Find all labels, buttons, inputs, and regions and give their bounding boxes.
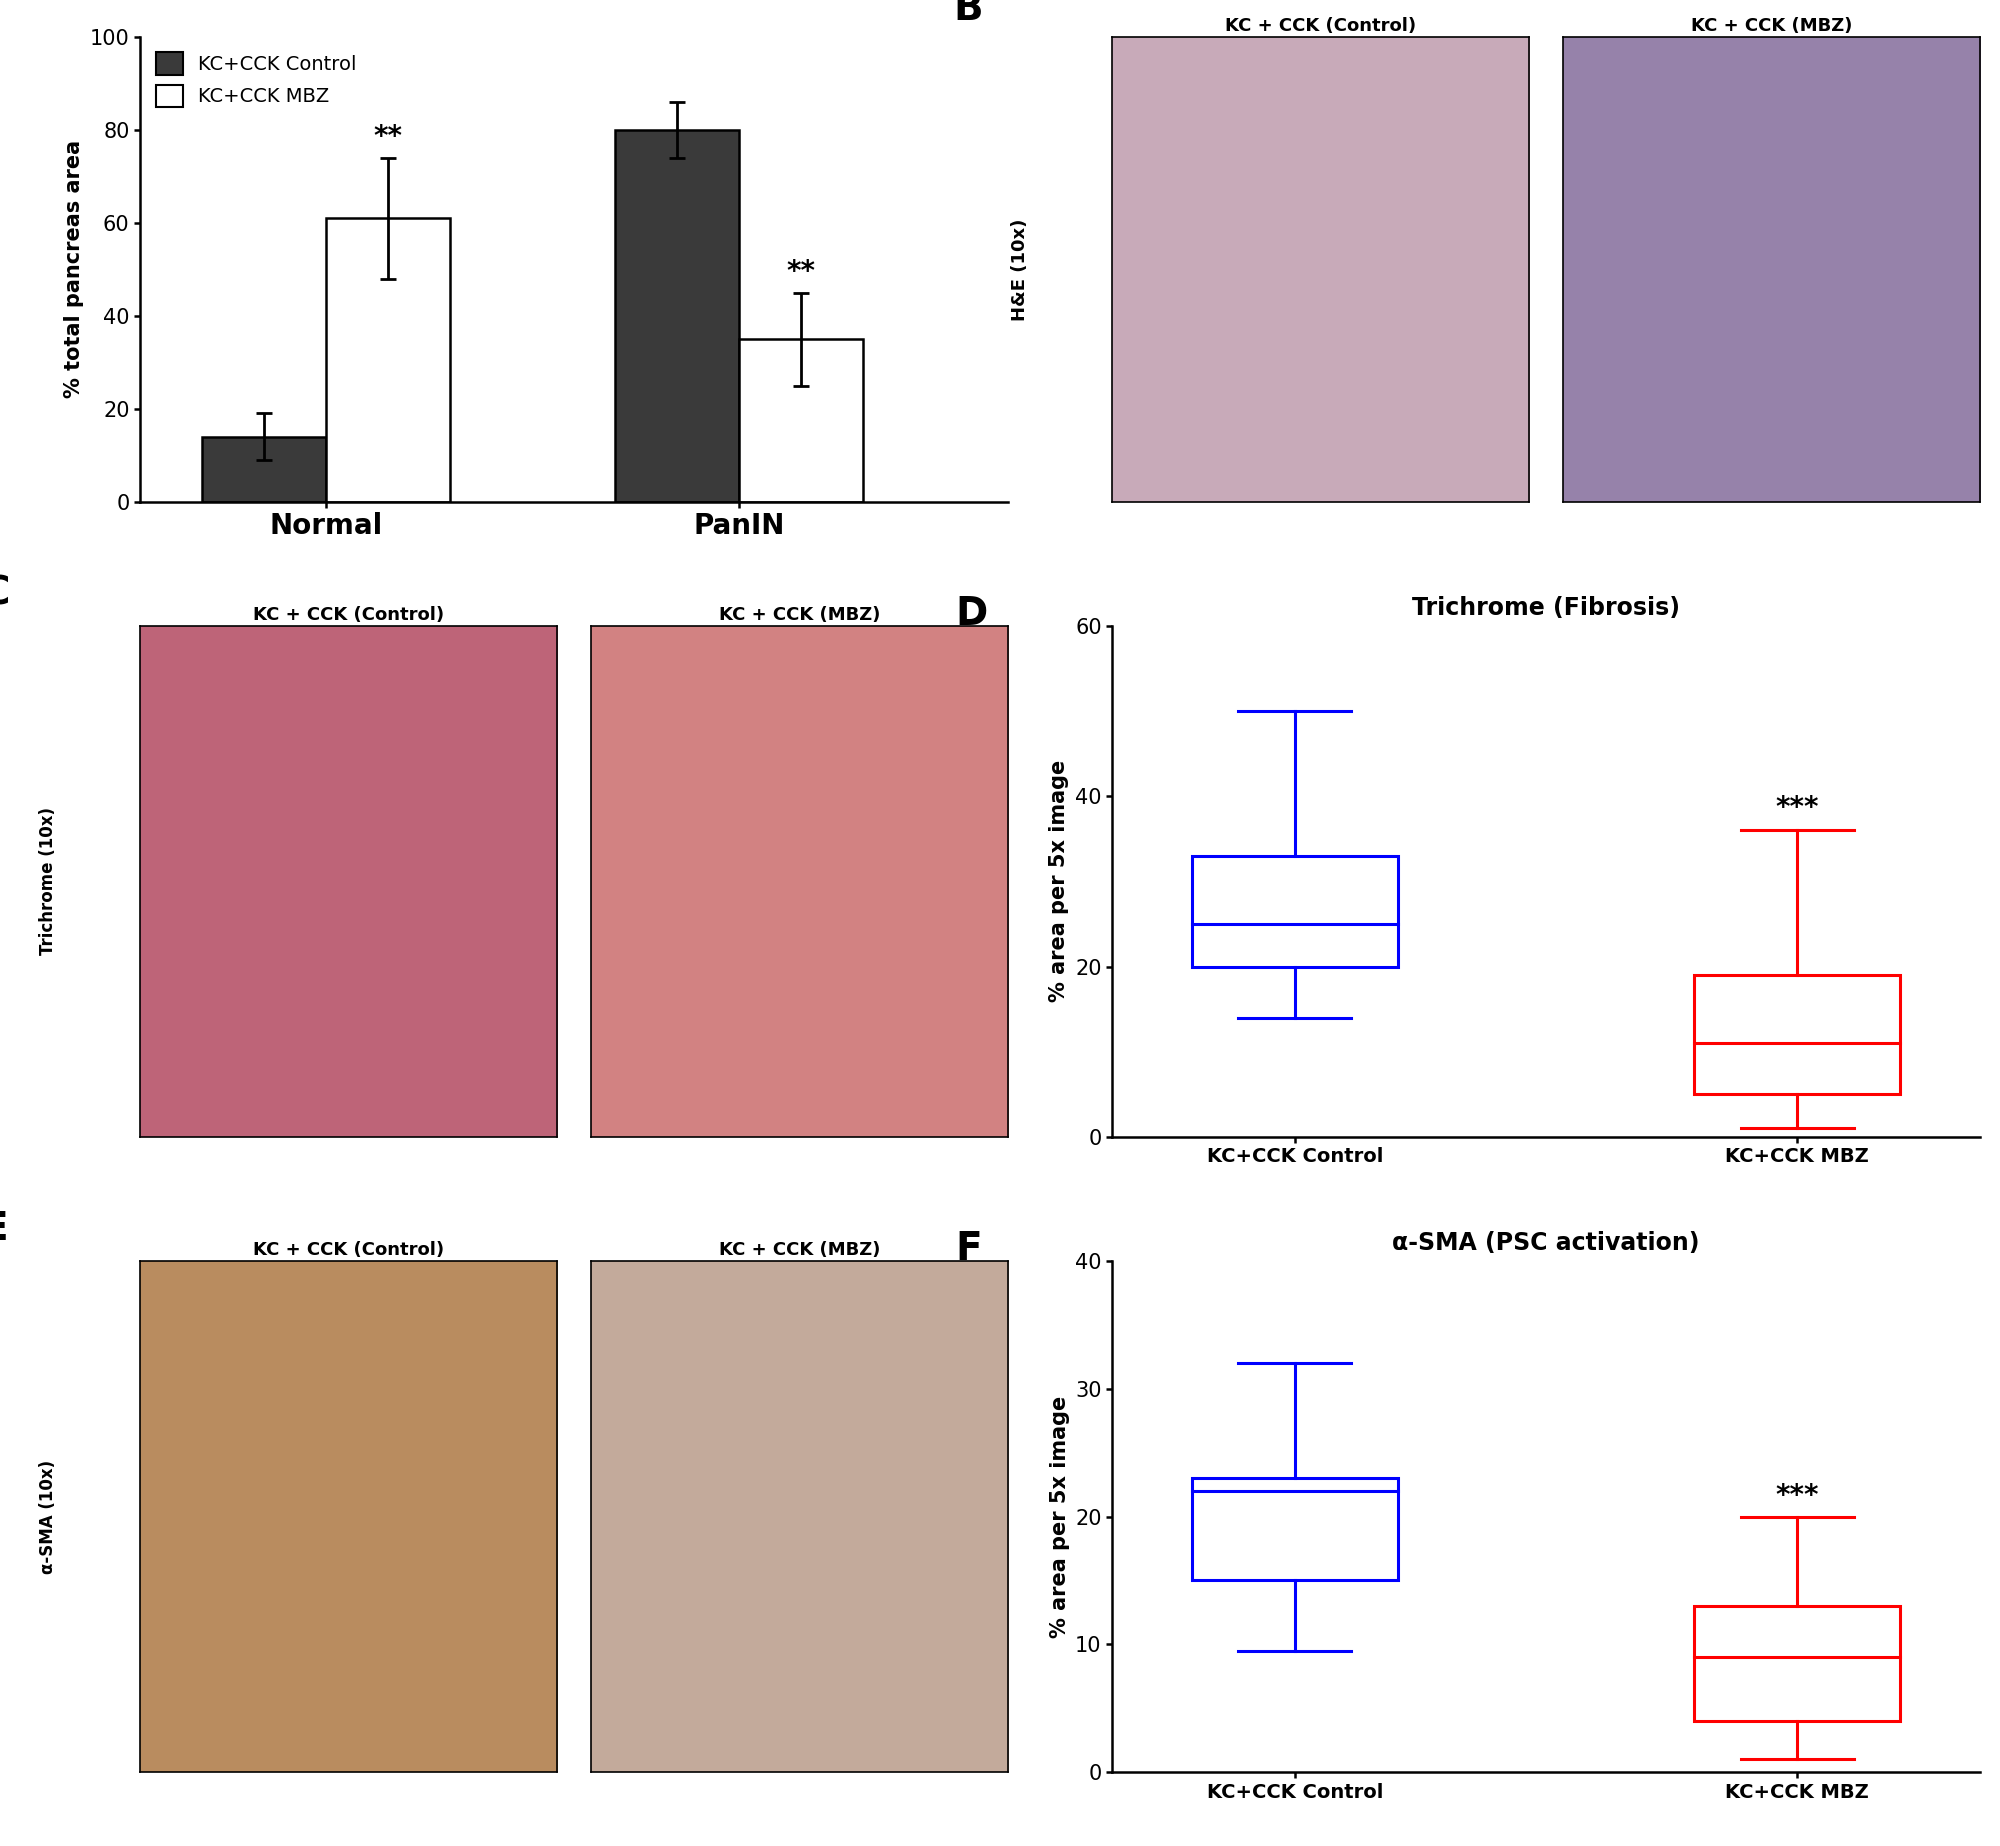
Title: Trichrome (Fibrosis): Trichrome (Fibrosis) — [1412, 596, 1680, 620]
Y-axis label: % total pancreas area: % total pancreas area — [64, 140, 84, 399]
Legend: KC+CCK Control, KC+CCK MBZ: KC+CCK Control, KC+CCK MBZ — [150, 46, 362, 113]
Text: C: C — [0, 574, 10, 613]
Title: KC + CCK (MBZ): KC + CCK (MBZ) — [718, 1241, 880, 1259]
Title: KC + CCK (Control): KC + CCK (Control) — [1226, 17, 1416, 35]
Text: **: ** — [374, 124, 402, 151]
Text: Trichrome (10x): Trichrome (10x) — [40, 807, 58, 954]
Bar — [202, 438, 326, 502]
Text: D: D — [956, 594, 988, 633]
Y-axis label: % area per 5x image: % area per 5x image — [1050, 761, 1070, 1002]
Text: H&E (10x): H&E (10x) — [1012, 218, 1030, 321]
Text: F: F — [956, 1229, 982, 1268]
Text: ***: *** — [1776, 1482, 1820, 1510]
Text: ***: *** — [1776, 794, 1820, 821]
Text: **: ** — [786, 258, 816, 286]
Text: B: B — [954, 0, 984, 28]
Text: α-SMA (10x): α-SMA (10x) — [40, 1460, 58, 1573]
Bar — [740, 340, 864, 502]
Bar — [1192, 857, 1398, 967]
Title: KC + CCK (Control): KC + CCK (Control) — [254, 1241, 444, 1259]
Y-axis label: % area per 5x image: % area per 5x image — [1050, 1396, 1070, 1637]
Title: KC + CCK (MBZ): KC + CCK (MBZ) — [718, 605, 880, 624]
Text: E: E — [0, 1209, 8, 1248]
Title: α-SMA (PSC activation): α-SMA (PSC activation) — [1392, 1231, 1700, 1255]
Bar — [326, 218, 450, 502]
Bar — [1192, 1479, 1398, 1580]
Bar — [616, 129, 740, 502]
Bar — [1694, 975, 1900, 1095]
Title: KC + CCK (MBZ): KC + CCK (MBZ) — [1690, 17, 1852, 35]
Bar — [1694, 1606, 1900, 1720]
Title: KC + CCK (Control): KC + CCK (Control) — [254, 605, 444, 624]
